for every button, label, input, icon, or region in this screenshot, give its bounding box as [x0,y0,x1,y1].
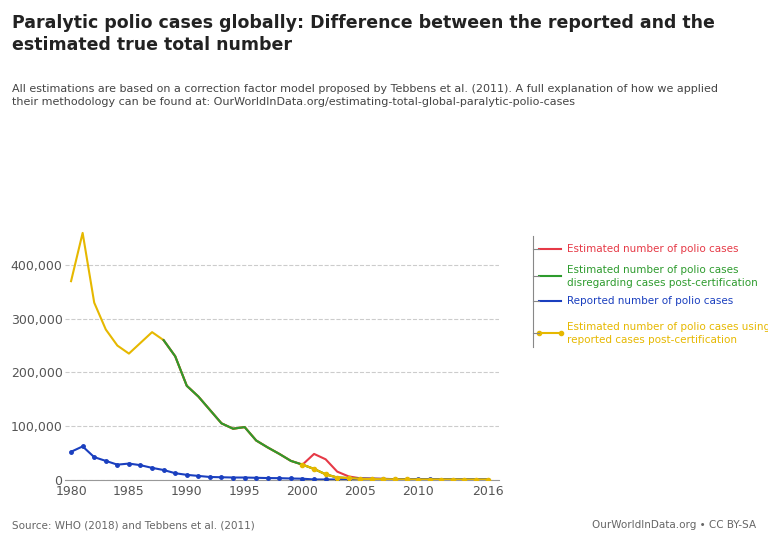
Text: All estimations are based on a correction factor model proposed by Tebbens et al: All estimations are based on a correctio… [12,84,717,107]
Text: Our World: Our World [677,22,737,33]
Text: in Data: in Data [685,40,728,50]
Text: Reported number of polio cases: Reported number of polio cases [567,296,733,306]
Text: Paralytic polio cases globally: Difference between the reported and the
estimate: Paralytic polio cases globally: Differen… [12,14,714,54]
Text: Estimated number of polio cases
disregarding cases post-certification: Estimated number of polio cases disregar… [567,265,757,288]
Text: OurWorldInData.org • CC BY-SA: OurWorldInData.org • CC BY-SA [592,520,756,530]
Text: Estimated number of polio cases: Estimated number of polio cases [567,244,738,254]
Text: Source: WHO (2018) and Tebbens et al. (2011): Source: WHO (2018) and Tebbens et al. (2… [12,520,254,530]
Text: Estimated number of polio cases using
reported cases post-certification: Estimated number of polio cases using re… [567,322,768,345]
